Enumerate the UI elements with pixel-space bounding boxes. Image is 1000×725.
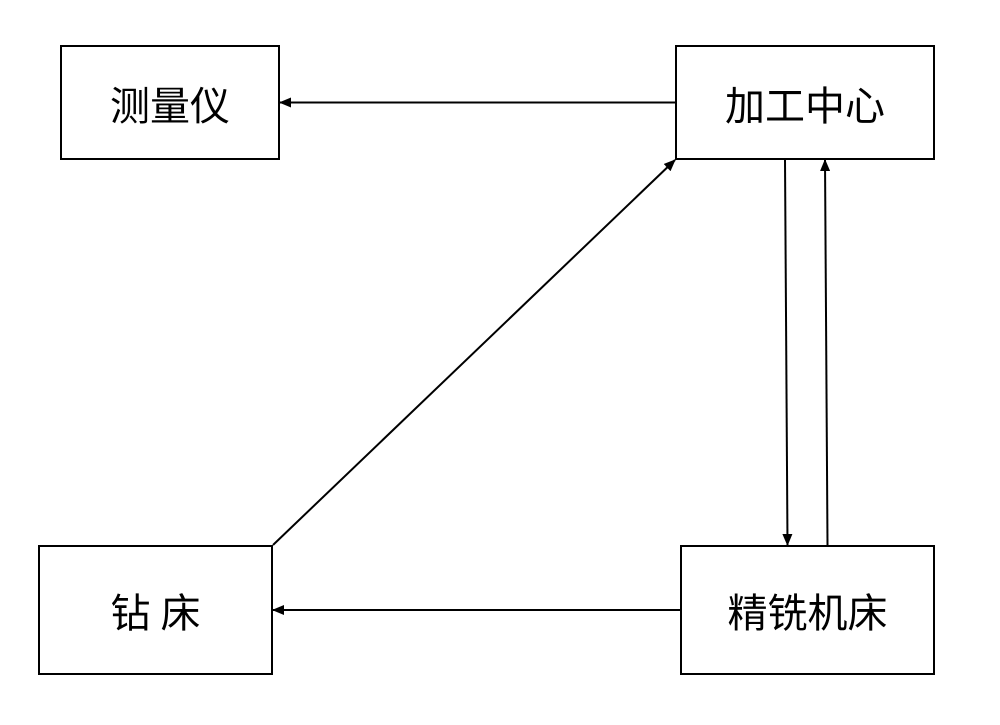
node-label: 加工中心 <box>725 74 885 132</box>
node-label: 精铣机床 <box>728 581 888 639</box>
edge-precision_milling-to-machining_center <box>825 160 828 545</box>
node-label: 测量仪 <box>110 74 230 132</box>
node-precision-milling: 精铣机床 <box>680 545 935 675</box>
node-label: 钻 床 <box>111 581 201 639</box>
node-drill-press: 钻 床 <box>38 545 273 675</box>
node-machining-center: 加工中心 <box>675 45 935 160</box>
node-measuring-instrument: 测量仪 <box>60 45 280 160</box>
diagram-canvas: 测量仪 加工中心 钻 床 精铣机床 <box>0 0 1000 725</box>
edge-drill_press-to-machining_center <box>273 160 675 545</box>
edge-machining_center-to-precision_milling <box>785 160 788 545</box>
